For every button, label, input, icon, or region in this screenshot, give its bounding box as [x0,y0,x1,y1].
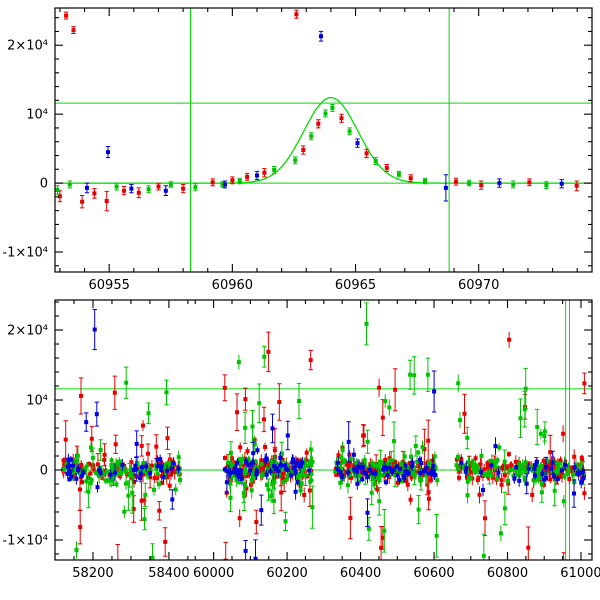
green-series-points [61,321,586,560]
x-tick-label: 60955 [89,278,130,293]
bottom-ticks [54,300,592,560]
model-curve [55,96,592,184]
y-tick-label: 0 [40,463,48,478]
x-tick-label: 58400 [148,566,189,581]
y-tick-label: 10⁴ [26,394,48,409]
top-ticks [55,8,592,272]
x-tick-label: 61000 [560,566,600,581]
red-series-errorbars [57,9,579,212]
y-tick-label: 2×10⁴ [7,324,48,339]
x-tick-label: 60800 [487,566,528,581]
x-tick-label: 60965 [335,278,376,293]
x-tick-label: 60970 [458,278,499,293]
y-tick-label: 10⁴ [26,108,48,123]
x-tick-label: 60960 [212,278,253,293]
x-tick-label: 58200 [72,566,113,581]
bottom-frame [54,299,593,561]
blue-series-errorbars [84,30,564,202]
bottom-data-layer [55,300,592,560]
y-tick-label: -1×10⁴ [2,533,48,548]
y-tick-label: 2×10⁴ [7,39,48,54]
red-series-points [57,12,579,204]
top-frame [54,7,593,273]
x-tick-label: 60600 [413,566,454,581]
x-tick-label: 60400 [340,566,381,581]
top-data-layer [55,8,592,272]
y-tick-label: -1×10⁴ [2,246,48,261]
y-tick-label: 0 [40,177,48,192]
x-tick-label: 60000 [193,566,234,581]
x-tick-label: 60200 [266,566,307,581]
blue-series-errorbars [66,309,585,560]
